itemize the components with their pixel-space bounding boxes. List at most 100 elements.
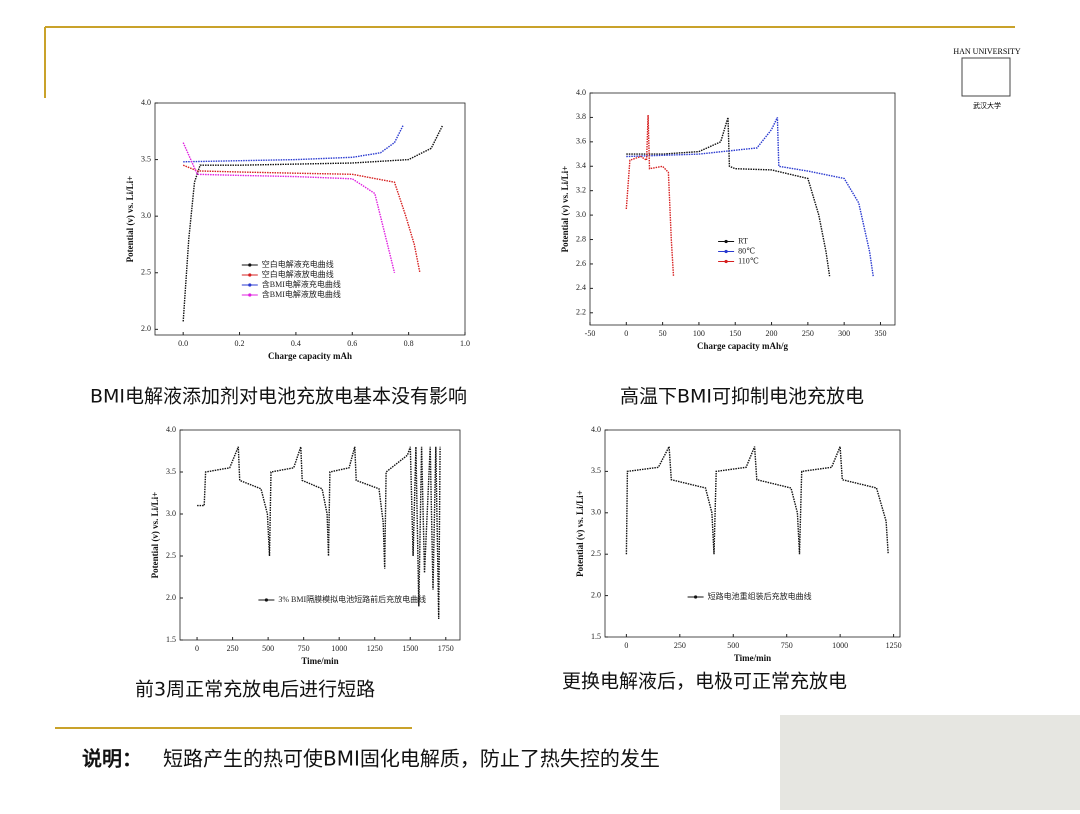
plot-frame: [154, 102, 466, 336]
series-line: [183, 125, 404, 163]
y-tick-label: 2.2: [576, 308, 586, 317]
series-line: [197, 446, 441, 620]
legend-label: 110℃: [738, 256, 759, 265]
y-tick-label: 3.6: [576, 137, 586, 146]
y-tick-label: 3.0: [166, 509, 176, 518]
legend-marker: [248, 273, 252, 277]
legend-label: 空白电解液放电曲线: [262, 269, 334, 279]
y-tick-label: 3.0: [141, 211, 151, 220]
y-tick-label: 1.5: [166, 635, 176, 644]
y-tick-label: 3.2: [576, 186, 586, 195]
plot-frame: [604, 429, 901, 638]
y-tick-label: 3.8: [576, 112, 586, 121]
y-tick-label: 3.4: [576, 161, 586, 170]
x-tick-label: 0.0: [178, 339, 188, 348]
plot-frame: [589, 92, 896, 326]
x-tick-label: 0.4: [291, 339, 301, 348]
y-axis-label: Potential (v) vs. Li/Li+: [125, 176, 135, 263]
x-tick-label: 1.0: [460, 339, 470, 348]
y-tick-label: 2.0: [166, 593, 176, 602]
x-tick-label: 1750: [438, 644, 454, 653]
legend-label: 空白电解液充电曲线: [262, 259, 334, 269]
x-tick-label: 0.8: [404, 339, 414, 348]
y-tick-label: 2.0: [591, 590, 601, 599]
legend-label: 含BMI电解液充电曲线: [262, 279, 341, 289]
x-tick-label: 750: [781, 641, 793, 650]
x-tick-label: 1000: [331, 644, 347, 653]
plot-frame: [179, 429, 461, 641]
y-tick-label: 3.5: [141, 154, 151, 163]
x-tick-label: 0: [624, 329, 628, 338]
note-text: 短路产生的热可使BMI固化电解质，防止了热失控的发生: [163, 747, 660, 771]
chart-caption: 高温下BMI可抑制电池充放电: [620, 386, 864, 408]
x-tick-label: 1000: [832, 641, 848, 650]
x-tick-label: 0.2: [235, 339, 245, 348]
series-line: [182, 125, 444, 322]
chart-caption: 更换电解液后，电极可正常充放电: [562, 671, 847, 693]
x-tick-label: 250: [227, 644, 239, 653]
series-line: [182, 142, 396, 273]
series-line: [626, 117, 831, 277]
y-tick-label: 2.8: [576, 234, 586, 243]
x-tick-label: 0: [624, 641, 628, 650]
x-tick-label: 1500: [402, 644, 418, 653]
y-tick-label: 3.5: [591, 466, 601, 475]
legend-label: 含BMI电解液放电曲线: [262, 289, 341, 299]
series-line: [182, 164, 421, 273]
legend-label: 3% BMI隔膜模拟电池短路前后充放电曲线: [278, 594, 426, 604]
legend-marker: [724, 239, 728, 244]
series-line: [625, 444, 889, 555]
x-tick-label: 300: [838, 329, 850, 338]
y-tick-label: 4.0: [591, 425, 601, 434]
y-tick-label: 3.0: [576, 210, 586, 219]
logo-emblem: [961, 57, 1011, 97]
x-tick-label: 150: [729, 329, 741, 338]
legend-marker: [248, 283, 252, 287]
legend-marker: [248, 293, 252, 297]
x-axis-label: Time/min: [734, 653, 771, 663]
y-axis-label: Potential (v) vs. Li/Li+: [575, 490, 585, 577]
y-tick-label: 1.5: [591, 632, 601, 641]
legend-marker: [724, 259, 728, 264]
y-tick-label: 2.5: [591, 549, 601, 558]
x-tick-label: -50: [585, 329, 596, 338]
x-tick-label: 1250: [886, 641, 902, 650]
x-tick-label: 0: [195, 644, 199, 653]
y-tick-label: 4.0: [141, 98, 151, 107]
series-line: [626, 117, 874, 277]
x-tick-label: 500: [727, 641, 739, 650]
chart-caption: 前3周正常充放电后进行短路: [135, 679, 375, 701]
legend-label: 80℃: [738, 246, 755, 255]
legend-marker: [694, 595, 698, 599]
chart-caption: BMI电解液添加剂对电池充放电基本没有影响: [90, 386, 467, 408]
y-tick-label: 2.6: [576, 259, 586, 268]
logo-text: 武汉大学: [973, 101, 1001, 110]
x-tick-label: 200: [766, 329, 778, 338]
legend-marker: [724, 249, 728, 254]
x-axis-label: Charge capacity mAh/g: [697, 341, 788, 351]
y-tick-label: 3.0: [591, 508, 601, 517]
series-line: [625, 114, 675, 277]
legend-label: RT: [738, 236, 748, 245]
x-tick-label: 750: [298, 644, 310, 653]
x-tick-label: 0.6: [347, 339, 357, 348]
x-tick-label: 50: [659, 329, 667, 338]
note-label: 说明：: [82, 747, 142, 771]
x-tick-label: 350: [874, 329, 886, 338]
x-tick-label: 500: [262, 644, 274, 653]
legend-label: 短路电池重组装后充放电曲线: [708, 591, 812, 601]
y-axis-label: Potential (v) vs. Li/Li+: [150, 492, 160, 579]
y-axis-label: Potential (v) vs. Li/Li+: [560, 166, 570, 253]
x-tick-label: 250: [802, 329, 814, 338]
x-tick-label: 250: [674, 641, 686, 650]
y-tick-label: 4.0: [576, 88, 586, 97]
y-tick-label: 4.0: [166, 425, 176, 434]
x-tick-label: 1250: [367, 644, 383, 653]
x-axis-label: Time/min: [301, 656, 338, 666]
y-tick-label: 2.0: [141, 324, 151, 333]
logo-text: HAN UNIVERSITY: [953, 47, 1021, 56]
y-tick-label: 2.4: [576, 283, 586, 292]
y-tick-label: 2.5: [166, 551, 176, 560]
